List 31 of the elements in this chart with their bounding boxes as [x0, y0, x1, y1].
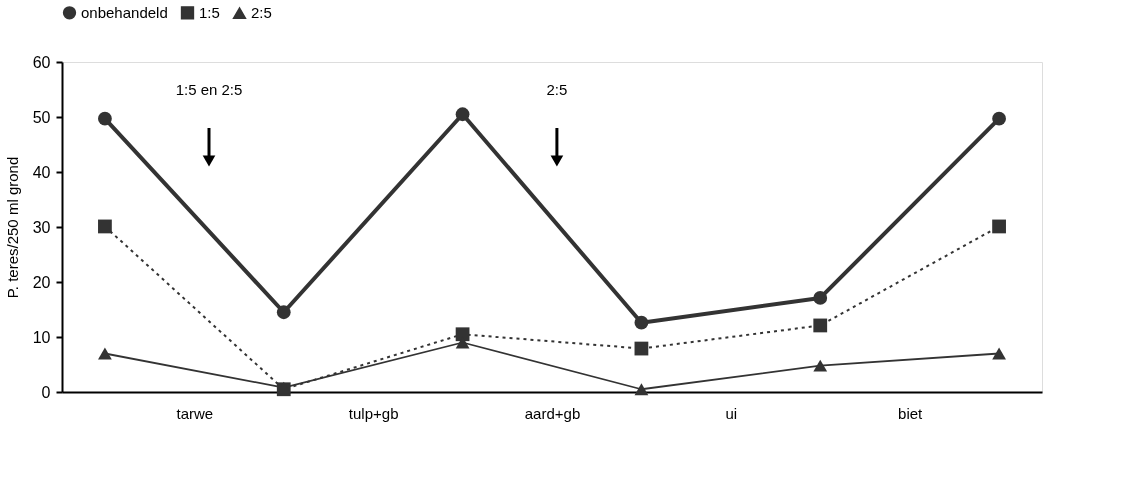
- x-tick-label: aard+gb: [524, 404, 581, 422]
- y-tick-label: 0: [41, 383, 51, 401]
- y-tick-label: 40: [32, 163, 51, 181]
- point: [813, 318, 828, 333]
- y-tick-label: 60: [32, 53, 51, 71]
- y-tick-label: 20: [32, 273, 51, 291]
- x-tick-label: tarwe: [176, 404, 214, 422]
- point: [634, 383, 649, 396]
- annotation: 1:5 en 2:5: [175, 81, 243, 99]
- x-tick-label: ui: [725, 404, 738, 422]
- point: [98, 219, 112, 234]
- legend-label: 2:5: [251, 4, 272, 22]
- point: [98, 111, 112, 126]
- legend-label: onbehandeld: [81, 3, 168, 21]
- point: [98, 347, 112, 360]
- y-axis-title: P. teres/250 ml grond: [3, 156, 21, 299]
- y-tick-label: 50: [32, 108, 51, 126]
- x-tick-label: tulp+gb: [348, 404, 399, 422]
- y-tick-label: 30: [32, 218, 51, 236]
- y-tick-label: 10: [32, 328, 51, 346]
- point: [813, 291, 828, 305]
- x-tick-label: biet: [898, 404, 924, 422]
- point: [992, 347, 1006, 360]
- point: [455, 107, 470, 122]
- annotation: 2:5: [546, 81, 568, 99]
- legend-label: 1:5: [199, 3, 220, 21]
- point: [276, 305, 291, 320]
- point: [634, 315, 649, 330]
- point: [992, 111, 1006, 126]
- point: [992, 219, 1006, 234]
- point: [813, 359, 828, 372]
